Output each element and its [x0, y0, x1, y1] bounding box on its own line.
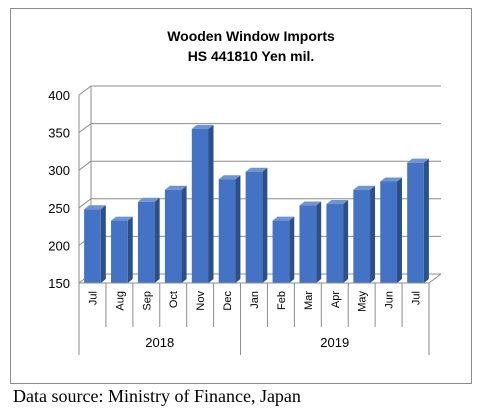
bar-side-13	[423, 158, 429, 283]
x-tick-label-10: Apr	[330, 291, 342, 308]
data-source-note: Data source: Ministry of Finance, Japan	[13, 386, 301, 406]
bar-6	[218, 175, 241, 283]
bar-side-11	[370, 185, 376, 283]
bar-front-6	[218, 179, 236, 283]
y-tick-label-150: 150	[48, 276, 70, 291]
gridline-depth-350	[78, 123, 92, 133]
bar-top-4	[164, 185, 187, 190]
chart-title-line-1: Wooden Window Imports	[167, 28, 335, 44]
bar-side-7	[262, 167, 268, 283]
gridline-depth-250	[78, 198, 92, 209]
floor-right-edge	[428, 273, 442, 284]
bar-side-8	[289, 216, 295, 283]
x-tick-label-5: Nov	[195, 291, 207, 311]
bar-top-2	[111, 216, 133, 221]
bar-side-9	[316, 201, 322, 283]
bar-12	[380, 177, 402, 283]
bar-2	[111, 216, 133, 283]
bar-11	[353, 185, 376, 283]
bar-top-11	[353, 185, 376, 190]
bar-1	[84, 205, 106, 283]
x-tick-label-13: Jul	[411, 291, 423, 305]
bar-side-5	[208, 124, 214, 283]
bar-top-6	[218, 175, 241, 180]
bar-8	[272, 216, 295, 283]
bar-front-2	[111, 220, 128, 283]
group-label-2019: 2019	[320, 335, 349, 350]
group-label-2018: 2018	[145, 335, 174, 350]
bar-13	[407, 158, 429, 283]
bar-top-9	[299, 201, 322, 206]
x-tick-label-6: Dec	[222, 291, 234, 311]
bar-front-1	[84, 209, 101, 283]
gridline-depth-300	[78, 160, 92, 171]
y-tick-label-250: 250	[48, 201, 70, 216]
bar-3	[137, 197, 160, 283]
bar-4	[164, 185, 187, 283]
bar-7	[245, 167, 268, 283]
bar-side-2	[127, 216, 133, 283]
bar-10	[326, 200, 349, 283]
bar-side-4	[181, 185, 187, 283]
x-tick-label-2: Aug	[114, 291, 126, 311]
x-tick-label-8: Feb	[276, 291, 288, 310]
chart-frame: Wooden Window Imports HS 441810 Yen mil.…	[10, 8, 472, 384]
bar-chart: Wooden Window Imports HS 441810 Yen mil.…	[48, 28, 442, 355]
bar-top-8	[272, 216, 295, 221]
bar-front-13	[407, 162, 424, 283]
bar-front-5	[191, 128, 209, 283]
y-tick-label-200: 200	[48, 238, 70, 253]
y-tick-label-300: 300	[48, 163, 70, 178]
gridline-depth-400	[78, 85, 92, 96]
x-tick-label-4: Oct	[168, 291, 180, 308]
bar-front-12	[380, 181, 397, 283]
x-tick-label-3: Sep	[141, 291, 153, 311]
bar-front-8	[272, 220, 290, 283]
bar-9	[299, 201, 322, 283]
x-tick-label-9: Mar	[303, 291, 315, 310]
bar-side-10	[343, 200, 349, 283]
x-tick-label-7: Jan	[249, 291, 261, 309]
bar-side-1	[100, 205, 106, 283]
chart-title-line-2: HS 441810 Yen mil.	[188, 48, 315, 64]
bar-top-13	[407, 158, 429, 163]
x-tick-label-12: Jun	[384, 291, 396, 309]
bar-5	[191, 124, 214, 283]
bar-side-3	[154, 197, 160, 283]
bar-front-7	[245, 171, 263, 283]
bar-front-11	[353, 189, 371, 283]
bar-top-5	[191, 124, 214, 129]
bar-top-3	[137, 197, 160, 202]
x-tick-label-11: May	[357, 291, 369, 312]
bar-side-12	[396, 177, 402, 283]
bar-front-9	[299, 205, 317, 283]
bar-top-10	[326, 200, 349, 205]
bar-front-4	[164, 189, 182, 283]
bar-front-10	[326, 204, 344, 283]
bar-top-7	[245, 167, 268, 172]
bar-top-12	[380, 177, 402, 182]
y-tick-label-400: 400	[48, 88, 70, 103]
bar-side-6	[235, 175, 241, 283]
bar-front-3	[137, 201, 155, 283]
x-tick-label-1: Jul	[87, 291, 99, 305]
y-tick-label-350: 350	[48, 126, 70, 141]
bar-top-1	[84, 205, 106, 210]
